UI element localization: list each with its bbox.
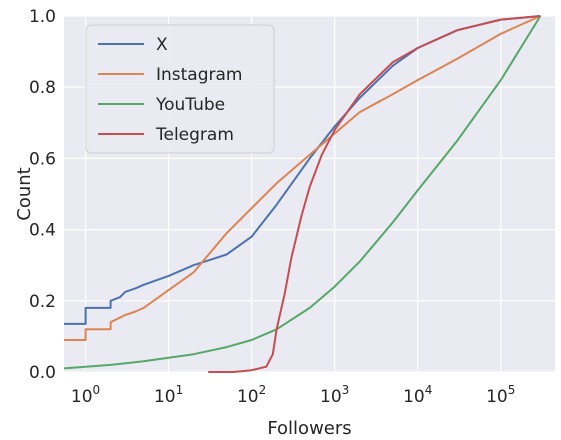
x-tick-exponent: 1 (176, 383, 184, 397)
x-tick-base: 10 (154, 387, 176, 407)
x-tick-exponent: 5 (508, 383, 516, 397)
legend-label: X (156, 35, 168, 55)
x-tick-base: 10 (237, 387, 259, 407)
x-tick-base: 10 (320, 387, 342, 407)
legend-box (85, 24, 275, 154)
series-line-telegram (208, 15, 541, 373)
series-line-instagram (64, 15, 541, 341)
legend-label: YouTube (155, 95, 225, 115)
y-tick-label: 0.6 (29, 149, 56, 169)
x-axis-ticks: 100 101 102 103 104 105 (71, 383, 515, 407)
x-tick-exponent: 3 (342, 383, 350, 397)
x-tick-label: 100 (71, 383, 100, 407)
x-tick-label: 102 (237, 383, 266, 407)
x-tick-base: 10 (403, 387, 425, 407)
y-tick-label: 0.0 (29, 363, 56, 383)
y-tick-label: 0.8 (29, 78, 56, 98)
x-axis-label: Followers (267, 418, 351, 439)
x-tick-base: 10 (71, 387, 93, 407)
legend-label: Telegram (155, 125, 234, 145)
legend: X Instagram YouTube Telegram (85, 24, 275, 154)
series-line-x (64, 15, 541, 325)
x-tick-label: 103 (320, 383, 349, 407)
x-tick-label: 101 (154, 383, 183, 407)
x-tick-exponent: 2 (259, 383, 267, 397)
y-tick-label: 0.2 (29, 292, 56, 312)
x-tick-label: 105 (486, 383, 515, 407)
series-layer (63, 15, 542, 373)
x-tick-label: 104 (403, 383, 432, 407)
y-axis-ticks: 0.0 0.2 0.4 0.6 0.8 1.0 (29, 7, 56, 383)
x-tick-exponent: 4 (425, 383, 433, 397)
y-axis-label: Count (14, 167, 35, 220)
x-tick-exponent: 0 (93, 383, 101, 397)
legend-label: Instagram (156, 65, 243, 85)
x-tick-base: 10 (486, 387, 508, 407)
y-tick-label: 1.0 (29, 7, 56, 27)
y-tick-label: 0.4 (29, 221, 56, 241)
